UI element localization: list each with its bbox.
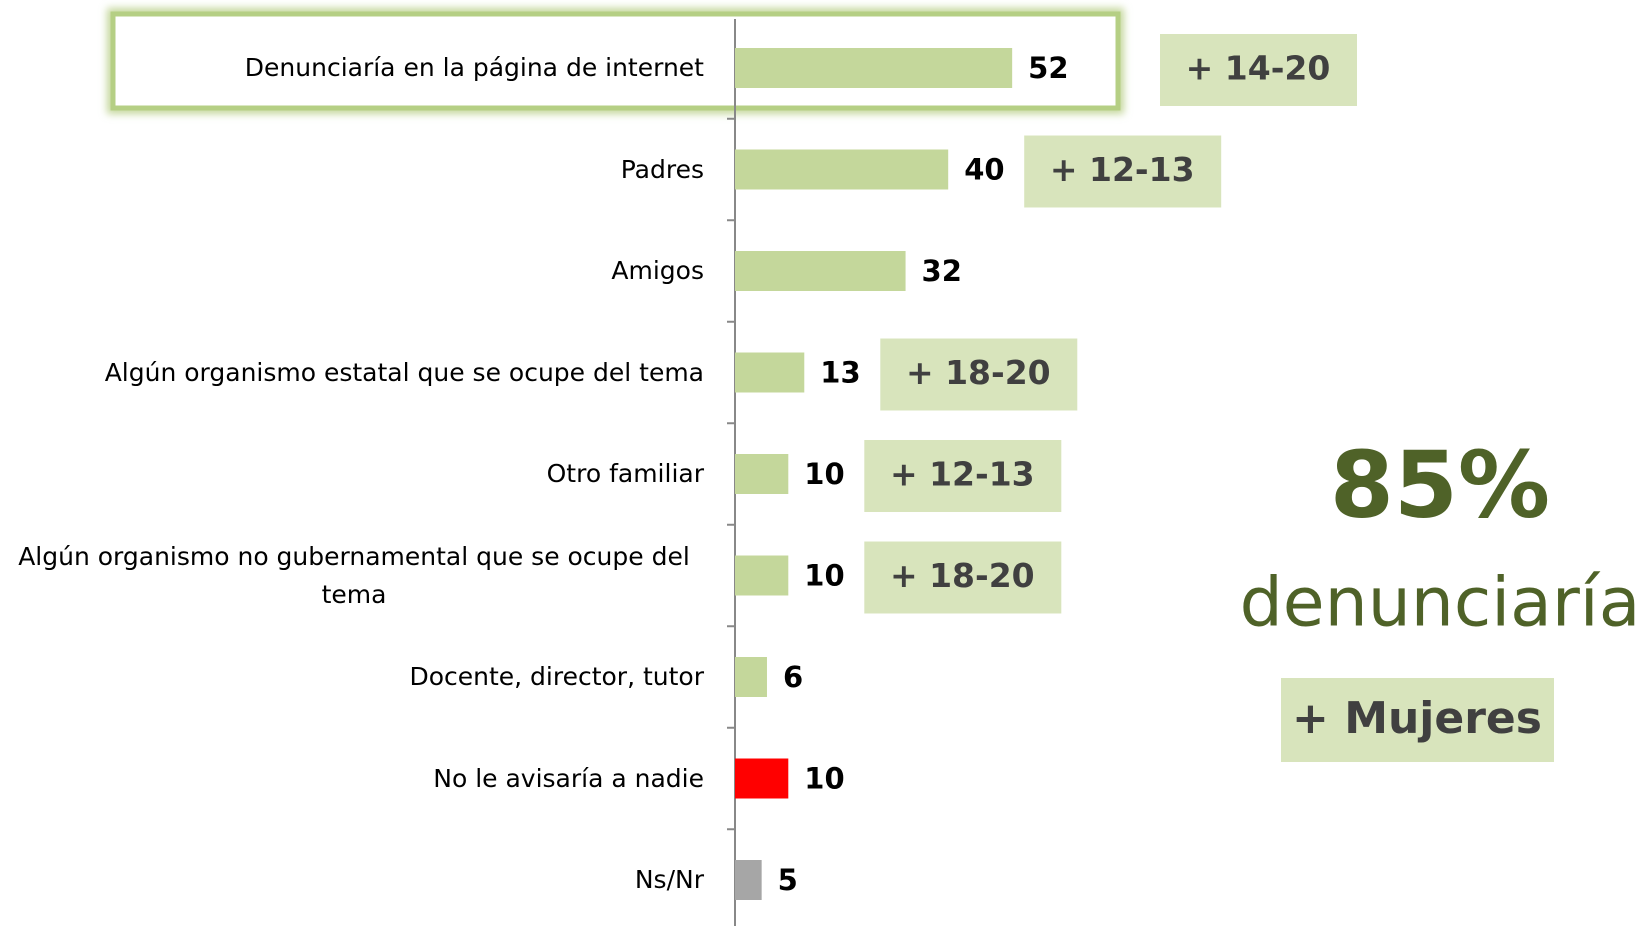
value-label: 10	[804, 762, 844, 796]
note-label: + 14-20	[1186, 49, 1331, 88]
bar	[735, 149, 949, 190]
callout-text: denunciaría	[1240, 564, 1641, 643]
value-label: 32	[922, 254, 962, 288]
category-text: Algún organismo estatal que se ocupe del…	[104, 357, 704, 387]
bar	[735, 48, 1013, 88]
category-text: Padres	[620, 154, 704, 184]
category-text: Algún organismo no gubernamental que se …	[18, 541, 690, 609]
note-box	[864, 541, 1062, 614]
note-label: + 18-20	[890, 556, 1035, 595]
value-label: 5	[778, 863, 798, 897]
note-box	[864, 440, 1062, 512]
bar	[735, 555, 789, 596]
category-text: Denunciaría en la página de internet	[244, 53, 704, 82]
callout-headline: 85%	[1330, 431, 1550, 538]
category-label: Denunciaría en la página de internet	[4, 49, 704, 87]
category-label: Algún organismo no gubernamental que se …	[4, 538, 704, 614]
callout-note: + Mujeres	[1292, 693, 1542, 744]
category-label: No le avisaría a nadie	[4, 760, 704, 798]
value-label: 6	[783, 660, 803, 694]
note-label: + 12-13	[890, 455, 1035, 494]
category-text: Docente, director, tutor	[409, 662, 704, 691]
bar	[735, 657, 767, 697]
bar	[735, 251, 906, 291]
category-text: Ns/Nr	[634, 865, 704, 894]
bar	[735, 860, 762, 900]
bar	[735, 758, 789, 799]
category-text: No le avisaría a nadie	[433, 763, 704, 793]
value-label: 13	[820, 356, 860, 390]
category-label: Algún organismo estatal que se ocupe del…	[4, 354, 704, 392]
note-box	[880, 338, 1078, 411]
value-label: 10	[804, 457, 844, 491]
category-label: Padres	[4, 151, 704, 189]
category-label: Amigos	[4, 252, 704, 290]
callout-note-box	[1281, 678, 1554, 762]
note-label: + 18-20	[906, 353, 1051, 392]
category-label: Ns/Nr	[4, 861, 704, 899]
value-label: 52	[1028, 51, 1068, 85]
bar	[735, 352, 805, 393]
category-label: Docente, director, tutor	[4, 658, 704, 696]
category-label: Otro familiar	[4, 455, 704, 493]
category-text: Amigos	[611, 256, 704, 285]
value-label: 10	[804, 559, 844, 593]
category-text: Otro familiar	[546, 459, 704, 488]
bar	[735, 454, 789, 494]
note-label: + 12-13	[1050, 150, 1195, 189]
note-box	[1160, 34, 1357, 106]
note-box	[1024, 135, 1222, 208]
value-label: 40	[964, 153, 1004, 187]
